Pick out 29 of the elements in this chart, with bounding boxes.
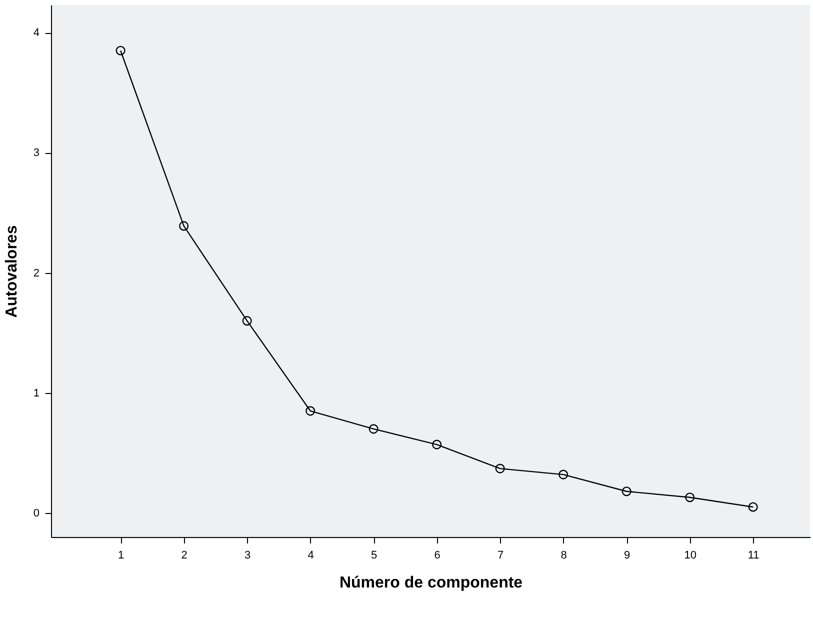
y-tick-label: 2 xyxy=(33,267,40,280)
y-tick-label: 0 xyxy=(33,507,40,520)
point xyxy=(242,316,252,326)
x-tick-label: 1 xyxy=(118,550,124,562)
y-tick-label: 4 xyxy=(33,27,40,40)
x-tick-label: 4 xyxy=(308,550,314,562)
y-tick-label: 3 xyxy=(33,147,40,160)
point xyxy=(116,46,126,56)
point xyxy=(748,502,758,512)
point xyxy=(558,470,568,480)
x-tick-label: 10 xyxy=(684,550,696,562)
point xyxy=(495,464,505,474)
x-tick-label: 6 xyxy=(434,550,440,562)
x-tick-label: 3 xyxy=(244,550,251,562)
y-axis-title: Autovalores xyxy=(3,225,20,318)
point xyxy=(432,440,442,450)
point xyxy=(622,486,632,496)
point xyxy=(368,424,378,434)
x-axis-title: Número de componente xyxy=(339,574,523,592)
x-tick-label: 8 xyxy=(560,550,567,562)
point xyxy=(306,406,316,416)
y-tick-label: 1 xyxy=(33,387,40,400)
x-tick-label: 2 xyxy=(181,550,188,562)
point xyxy=(685,492,695,502)
x-tick-label: 5 xyxy=(371,550,378,562)
x-tick-label: 7 xyxy=(498,550,504,562)
point xyxy=(179,221,189,231)
x-tick-label: 9 xyxy=(624,550,630,562)
x-tick-label: 11 xyxy=(748,550,760,562)
